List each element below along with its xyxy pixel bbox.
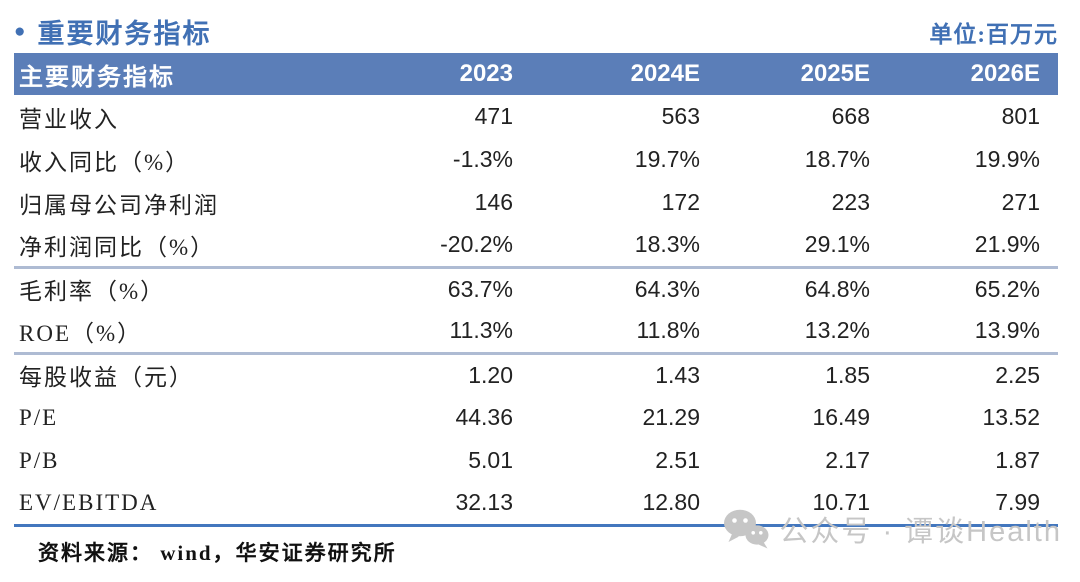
cell-value: 18.3%	[634, 231, 700, 258]
table-row: 营业收入 471 563 668 801	[14, 95, 1058, 138]
table-row: EV/EBITDA 32.13 12.80 10.71 7.99	[14, 482, 1058, 525]
section-title: ● 重要财务指标	[14, 12, 211, 51]
header-cell-2024e: 2024E	[513, 53, 700, 95]
row-label: EV/EBITDA	[19, 489, 159, 515]
financial-indicators-table: 主要财务指标 2023 2024E 2025E 2026E 营业收入 471 5…	[14, 53, 1058, 527]
cell-value: 2.17	[825, 447, 870, 473]
table-row: P/E 44.36 21.29 16.49 13.52	[14, 396, 1058, 439]
table-row: 收入同比（%） -1.3% 19.7% 18.7% 19.9%	[14, 138, 1058, 181]
table-row: 净利润同比（%） -20.2% 18.3% 29.1% 21.9%	[14, 224, 1058, 267]
cell-value: 10.71	[812, 489, 870, 516]
cell-value: 7.99	[995, 489, 1040, 516]
cell-value: 21.29	[642, 404, 700, 430]
row-label: 营业收入	[19, 106, 119, 132]
cell-value: 1.85	[825, 361, 870, 388]
cell-value: 801	[1001, 103, 1040, 129]
cell-value: 11.8%	[636, 317, 700, 344]
cell-value: 19.7%	[634, 146, 700, 172]
group-margins: 毛利率（%） 63.7% 64.3% 64.8% 65.2% ROE（%） 11…	[14, 267, 1058, 353]
bullet-icon: ●	[14, 21, 26, 42]
section-title-text: 重要财务指标	[37, 19, 212, 49]
cell-value: 12.80	[642, 489, 700, 516]
header-cell-2023: 2023	[324, 53, 513, 95]
cell-value: 64.8%	[804, 275, 870, 302]
header-cell-label: 主要财务指标	[14, 53, 324, 95]
cell-value: -20.2%	[440, 231, 513, 258]
cell-value: 5.01	[468, 447, 513, 473]
cell-value: 29.1%	[804, 231, 870, 258]
cell-value: 63.7%	[447, 275, 513, 302]
cell-value: 32.13	[455, 489, 513, 516]
cell-value: 65.2%	[974, 275, 1040, 302]
group-income: 营业收入 471 563 668 801 收入同比（%） -1.3% 19.7%…	[14, 95, 1058, 267]
cell-value: 19.9%	[974, 146, 1040, 172]
cell-value: 64.3%	[634, 275, 700, 302]
cell-value: 471	[474, 103, 513, 129]
row-label: 归属母公司净利润	[19, 192, 219, 218]
row-label: P/E	[19, 404, 59, 430]
table-row: 归属母公司净利润 146 172 223 271	[14, 181, 1058, 224]
cell-value: 2.25	[995, 361, 1040, 388]
cell-value: 563	[661, 103, 700, 129]
row-label: 每股收益（元）	[19, 365, 194, 391]
cell-value: 146	[474, 189, 513, 215]
cell-value: 172	[661, 189, 700, 215]
cell-value: 18.7%	[804, 146, 870, 172]
cell-value: 1.20	[468, 361, 513, 388]
cell-value: 668	[831, 103, 870, 129]
row-label: 收入同比（%）	[19, 149, 191, 175]
header-cell-2026e: 2026E	[870, 53, 1058, 95]
cell-value: -1.3%	[452, 146, 513, 172]
cell-value: 2.51	[655, 447, 700, 473]
cell-value: 1.87	[995, 447, 1040, 473]
row-label: 毛利率（%）	[19, 279, 166, 305]
row-label: ROE（%）	[19, 320, 143, 346]
table-row: 毛利率（%） 63.7% 64.3% 64.8% 65.2%	[14, 267, 1058, 310]
cell-value: 11.3%	[449, 317, 513, 344]
table-row: P/B 5.01 2.51 2.17 1.87	[14, 439, 1058, 482]
table-row: ROE（%） 11.3% 11.8% 13.2% 13.9%	[14, 310, 1058, 353]
table-header: 主要财务指标 2023 2024E 2025E 2026E	[14, 53, 1058, 95]
cell-value: 1.43	[655, 361, 700, 388]
cell-value: 223	[831, 189, 870, 215]
cell-value: 44.36	[455, 404, 513, 430]
source-note: 资料来源： wind，华安证券研究所	[38, 540, 397, 565]
row-label: 净利润同比（%）	[19, 234, 216, 260]
table-row: 每股收益（元） 1.20 1.43 1.85 2.25	[14, 353, 1058, 396]
unit-label: 单位:百万元	[929, 22, 1058, 47]
cell-value: 13.52	[982, 404, 1040, 430]
group-valuation: 每股收益（元） 1.20 1.43 1.85 2.25 P/E 44.36 21…	[14, 353, 1058, 525]
header-row: 主要财务指标 2023 2024E 2025E 2026E	[14, 53, 1058, 95]
header-cell-2025e: 2025E	[700, 53, 870, 95]
cell-value: 21.9%	[974, 231, 1040, 258]
row-label: P/B	[19, 447, 60, 473]
cell-value: 16.49	[812, 404, 870, 430]
cell-value: 13.2%	[804, 317, 870, 344]
cell-value: 13.9%	[974, 317, 1040, 344]
cell-value: 271	[1001, 189, 1040, 215]
title-row: ● 重要财务指标 单位:百万元	[14, 13, 1058, 51]
